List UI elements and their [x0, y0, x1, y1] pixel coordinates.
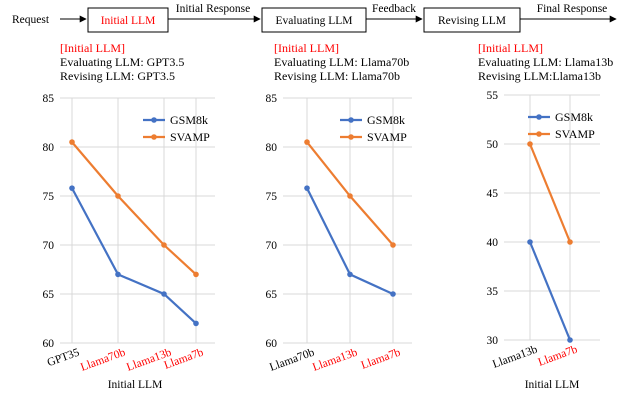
data-point-gsm8k — [390, 291, 396, 297]
chart-3: [Initial LLM]Evaluating LLM: Llama13bRev… — [478, 41, 613, 391]
annotation-line: Revising LLM:Llama13b — [478, 69, 601, 83]
annotation-line: Evaluating LLM: Llama13b — [478, 55, 613, 69]
final-response-label: Final Response — [537, 3, 608, 15]
data-point-svamp — [193, 271, 199, 278]
x-tick-label: Llama7b — [360, 346, 403, 371]
revising-llm-label: Revising LLM — [438, 15, 506, 27]
annotation-title: [Initial LLM] — [60, 41, 125, 55]
y-tick-label: 75 — [266, 191, 278, 203]
legend-marker-svamp — [348, 134, 354, 140]
data-point-gsm8k — [161, 291, 167, 297]
x-tick-label: Llama70b — [268, 346, 316, 373]
evaluating-llm-box — [261, 7, 367, 33]
x-axis-title: Initial LLM — [525, 379, 580, 391]
data-point-gsm8k — [304, 185, 310, 191]
y-tick-label: 80 — [43, 142, 55, 154]
pipeline-diagram: Request Initial LLM Initial Response Eva… — [12, 3, 617, 33]
series-line-svamp — [71, 141, 197, 276]
y-tick-label: 50 — [487, 139, 499, 151]
x-tick-label: Llama70b — [79, 346, 127, 373]
y-tick-label: 60 — [266, 338, 278, 350]
initial-llm-box — [87, 7, 169, 33]
legend-label-gsm8k: GSM8k — [555, 110, 593, 124]
data-point-gsm8k — [527, 239, 533, 245]
chart-1: [Initial LLM]Evaluating LLM: GPT3.5Revis… — [43, 41, 215, 391]
series-line-svamp — [528, 143, 572, 243]
y-tick-label: 75 — [43, 191, 55, 203]
legend-label-svamp: SVAMP — [367, 130, 407, 144]
evaluating-llm-label: Evaluating LLM — [276, 15, 353, 27]
legend-marker-gsm8k — [536, 114, 542, 120]
data-point-gsm8k — [567, 337, 573, 343]
annotation-title: [Initial LLM] — [478, 41, 543, 55]
y-tick-label: 55 — [487, 90, 499, 102]
x-tick-label: Llama7b — [537, 343, 580, 368]
initial-response-label: Initial Response — [176, 3, 250, 15]
data-point-gsm8k — [115, 271, 121, 278]
y-tick-label: 45 — [487, 188, 499, 200]
legend-label-svamp: SVAMP — [170, 130, 210, 144]
y-tick-label: 70 — [266, 240, 278, 252]
charts: [Initial LLM]Evaluating LLM: GPT3.5Revis… — [43, 41, 614, 391]
annotation-line: Evaluating LLM: Llama70b — [274, 55, 409, 69]
y-tick-label: 65 — [43, 289, 55, 301]
y-tick-label: 40 — [487, 237, 499, 249]
y-tick-label: 85 — [266, 93, 278, 105]
data-point-gsm8k — [69, 185, 75, 191]
series-line-gsm8k — [71, 187, 197, 325]
annotation-line: Revising LLM: Llama70b — [274, 69, 400, 83]
y-tick-label: 60 — [43, 338, 55, 350]
y-tick-label: 35 — [487, 286, 499, 298]
y-tick-label: 30 — [487, 335, 499, 347]
legend-marker-svamp — [536, 131, 542, 137]
data-point-svamp — [390, 242, 396, 248]
data-point-svamp — [69, 139, 75, 145]
initial-llm-label: Initial LLM — [101, 15, 156, 27]
data-point-svamp — [304, 139, 310, 145]
data-point-svamp — [527, 141, 533, 147]
annotation-title: [Initial LLM] — [274, 41, 339, 55]
x-tick-label: Llama13b — [311, 346, 359, 373]
y-tick-label: 70 — [43, 240, 55, 252]
legend-label-svamp: SVAMP — [555, 127, 595, 141]
legend-label-gsm8k: GSM8k — [367, 113, 405, 127]
annotation-line: Revising LLM: GPT3.5 — [60, 69, 175, 83]
revising-llm-box — [423, 7, 521, 33]
x-axis-title: Initial LLM — [108, 379, 163, 391]
y-tick-label: 85 — [43, 93, 55, 105]
data-point-gsm8k — [347, 271, 353, 278]
legend-marker-svamp — [151, 134, 157, 140]
data-point-svamp — [347, 193, 353, 199]
data-point-svamp — [115, 193, 121, 199]
legend-label-gsm8k: GSM8k — [170, 113, 208, 127]
series-line-gsm8k — [528, 241, 572, 341]
x-tick-label: Llama13b — [491, 343, 539, 370]
feedback-label: Feedback — [372, 3, 416, 15]
chart-2: [Initial LLM]Evaluating LLM: Llama70bRev… — [266, 41, 412, 374]
request-label: Request — [12, 14, 50, 26]
data-point-svamp — [161, 242, 167, 248]
data-point-svamp — [567, 239, 573, 245]
y-tick-label: 80 — [266, 142, 278, 154]
legend-marker-gsm8k — [348, 117, 354, 123]
y-tick-label: 65 — [266, 289, 278, 301]
data-point-gsm8k — [193, 320, 199, 327]
legend-marker-gsm8k — [151, 117, 157, 123]
annotation-line: Evaluating LLM: GPT3.5 — [60, 55, 184, 69]
